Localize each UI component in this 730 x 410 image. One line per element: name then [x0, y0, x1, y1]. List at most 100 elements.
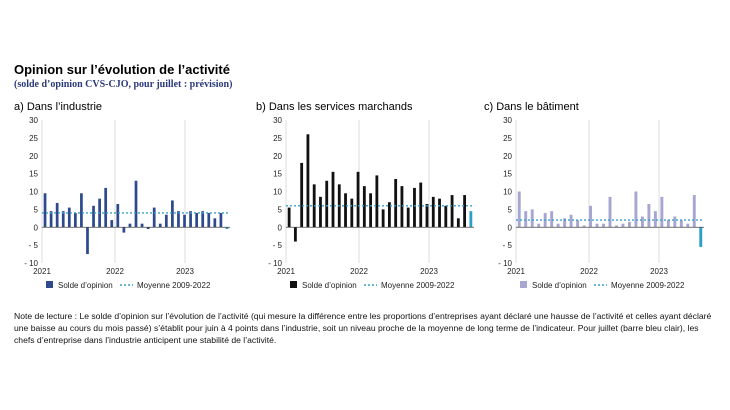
bar — [344, 193, 347, 228]
bar — [49, 211, 53, 228]
x-tick-label: 2023 — [650, 267, 668, 276]
bar — [43, 193, 47, 228]
y-tick-label: - 10 — [498, 259, 512, 268]
bar — [406, 207, 410, 228]
bar — [627, 221, 631, 228]
bar — [673, 216, 677, 228]
legend-bar-label: Solde d’opinion — [58, 281, 113, 290]
x-tick-label: 2023 — [176, 267, 194, 276]
y-tick-label: 0 — [34, 223, 39, 232]
bar — [319, 196, 322, 228]
bar — [201, 211, 205, 228]
bar — [530, 209, 534, 228]
bar — [537, 223, 541, 228]
bar — [647, 204, 651, 228]
y-tick-label: 15 — [503, 170, 512, 179]
bar — [375, 175, 379, 228]
bar — [660, 196, 664, 228]
bar — [640, 216, 644, 228]
bar — [73, 212, 77, 228]
bar — [293, 227, 297, 242]
chart-subtitle: (solde d’opinion CVS-CJO, pour juillet :… — [14, 79, 233, 90]
bar — [582, 225, 586, 228]
y-tick-label: 5 — [34, 205, 39, 214]
panel-a-title: a) Dans l’industrie — [14, 101, 103, 113]
bar — [550, 211, 554, 228]
bar — [595, 223, 599, 228]
bar — [463, 195, 467, 228]
bar — [576, 220, 580, 228]
legend-bar-label: Solde d’opinion — [302, 281, 357, 290]
bar — [146, 227, 150, 230]
y-tick-label: 0 — [508, 223, 513, 232]
bar — [195, 212, 199, 228]
y-tick-label: - 10 — [24, 259, 38, 268]
bar — [666, 220, 670, 228]
legend-mean-label: Moyenne 2009-2022 — [611, 281, 685, 290]
bar — [387, 202, 391, 228]
bar — [621, 223, 625, 228]
y-tick-label: 30 — [29, 116, 38, 125]
bar — [287, 207, 291, 228]
bar — [686, 223, 690, 228]
y-tick-label: 10 — [29, 188, 38, 197]
y-tick-label: 25 — [273, 134, 282, 143]
bar — [104, 187, 108, 228]
bar — [602, 223, 605, 228]
bar — [122, 227, 126, 233]
bar — [152, 207, 156, 228]
bar — [456, 218, 460, 228]
bar — [171, 200, 174, 228]
legend-mean-label: Moyenne 2009-2022 — [137, 281, 211, 290]
reading-note: Note de lecture : Le solde d’opinion sur… — [14, 311, 712, 345]
x-tick-label: 2022 — [580, 267, 598, 276]
x-tick-label: 2022 — [106, 267, 124, 276]
forecast-bar — [699, 227, 703, 247]
y-tick-label: 5 — [278, 205, 283, 214]
y-tick-label: 20 — [273, 152, 282, 161]
bar — [116, 204, 120, 228]
bar — [61, 211, 65, 228]
bar — [325, 180, 329, 228]
bar — [444, 205, 448, 228]
bar — [356, 171, 360, 228]
y-tick-label: - 5 — [503, 241, 513, 250]
legend-bar-swatch — [46, 281, 53, 288]
bar — [164, 214, 168, 228]
y-tick-label: 5 — [508, 205, 513, 214]
y-tick-label: 25 — [29, 134, 38, 143]
bar — [413, 187, 416, 228]
bar — [425, 204, 429, 228]
bar — [653, 211, 657, 228]
legend-bar-swatch — [520, 281, 527, 288]
bar — [556, 223, 560, 228]
y-tick-label: - 5 — [273, 241, 283, 250]
bar — [517, 191, 521, 228]
bar — [306, 134, 310, 228]
bar — [394, 178, 398, 228]
bar — [213, 218, 217, 228]
bar — [219, 212, 223, 228]
bar — [80, 193, 83, 228]
bar — [569, 214, 573, 228]
bar — [563, 218, 567, 228]
y-tick-label: - 5 — [29, 241, 39, 250]
y-tick-label: - 10 — [268, 259, 282, 268]
x-tick-label: 2022 — [350, 267, 368, 276]
legend-mean-label: Moyenne 2009-2022 — [381, 281, 455, 290]
bar — [608, 196, 612, 228]
bar — [110, 220, 114, 228]
y-tick-label: 20 — [29, 152, 38, 161]
legend-bar-swatch — [290, 281, 297, 288]
bar — [158, 223, 162, 228]
panel-b-title: b) Dans les services marchands — [256, 101, 413, 113]
bar — [450, 195, 454, 228]
x-tick-label: 2023 — [420, 267, 438, 276]
bar — [189, 211, 192, 228]
bar — [400, 186, 404, 228]
bar — [177, 211, 180, 228]
x-tick-label: 2021 — [507, 267, 525, 276]
y-tick-label: 25 — [503, 134, 512, 143]
